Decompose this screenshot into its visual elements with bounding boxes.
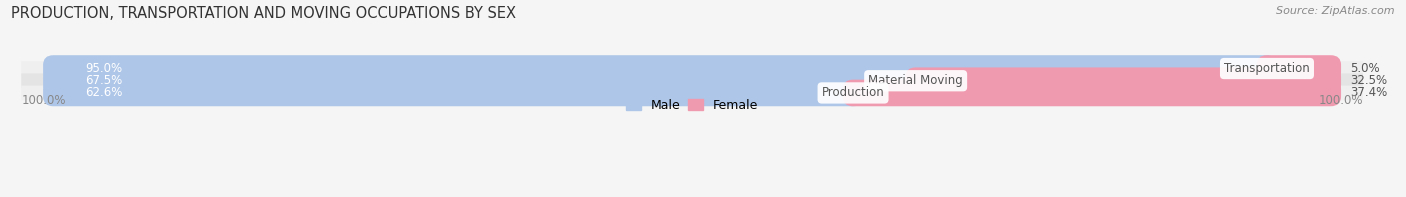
Text: 32.5%: 32.5%: [1350, 74, 1388, 87]
FancyBboxPatch shape: [842, 80, 1341, 106]
Text: Production: Production: [821, 86, 884, 99]
FancyBboxPatch shape: [21, 73, 1362, 88]
FancyBboxPatch shape: [21, 86, 1362, 100]
FancyBboxPatch shape: [44, 55, 1277, 82]
Text: 100.0%: 100.0%: [1319, 94, 1362, 107]
Text: Source: ZipAtlas.com: Source: ZipAtlas.com: [1277, 6, 1395, 16]
Text: PRODUCTION, TRANSPORTATION AND MOVING OCCUPATIONS BY SEX: PRODUCTION, TRANSPORTATION AND MOVING OC…: [11, 6, 516, 21]
Text: Transportation: Transportation: [1225, 62, 1310, 75]
Text: Material Moving: Material Moving: [869, 74, 963, 87]
FancyBboxPatch shape: [905, 67, 1341, 94]
Text: 37.4%: 37.4%: [1350, 86, 1388, 99]
FancyBboxPatch shape: [44, 80, 863, 106]
FancyBboxPatch shape: [21, 61, 1362, 76]
Text: 95.0%: 95.0%: [86, 62, 122, 75]
Text: 67.5%: 67.5%: [86, 74, 122, 87]
FancyBboxPatch shape: [1257, 55, 1341, 82]
Text: 62.6%: 62.6%: [86, 86, 122, 99]
Text: 5.0%: 5.0%: [1350, 62, 1379, 75]
Text: 100.0%: 100.0%: [21, 94, 66, 107]
Legend: Male, Female: Male, Female: [621, 94, 763, 117]
FancyBboxPatch shape: [44, 67, 927, 94]
